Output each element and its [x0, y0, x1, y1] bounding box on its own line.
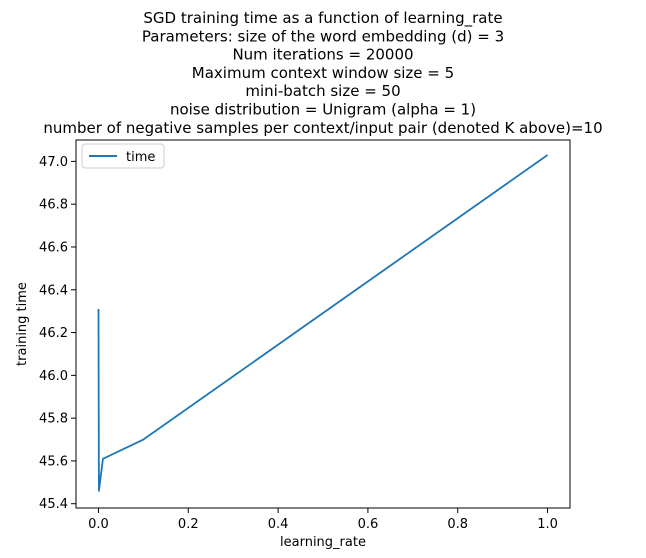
title-line-5: mini-batch size = 50: [245, 82, 400, 100]
x-tick-label: 0.0: [88, 517, 109, 532]
x-axis-label: learning_rate: [280, 535, 366, 550]
y-tick-label: 45.8: [39, 412, 68, 427]
y-tick-label: 46.8: [39, 198, 68, 213]
y-axis: 45.4 45.6 45.8 46.0 46.2 46.4 46.6 46.8 47.0: [39, 155, 76, 512]
legend-label-time: time: [126, 150, 155, 165]
plot-area: [75, 139, 571, 509]
title-line-3: Num iterations = 20000: [232, 46, 413, 64]
x-tick-label: 1.0: [537, 517, 558, 532]
x-tick-label: 0.4: [268, 517, 289, 532]
title-line-1: SGD training time as a function of learn…: [143, 9, 502, 28]
series-layer: [97, 154, 549, 492]
x-axis: 0.0 0.2 0.4 0.6 0.8 1.0: [88, 508, 558, 532]
legend: time: [81, 143, 165, 169]
x-tick-label: 0.8: [447, 517, 468, 532]
title-line-6: noise distribution = Unigram (alpha = 1): [170, 101, 476, 119]
y-tick-label: 46.0: [39, 369, 68, 384]
x-tick-label: 0.2: [178, 517, 199, 532]
y-tick-label: 45.4: [39, 497, 68, 512]
y-tick-label: 47.0: [39, 155, 68, 170]
title-line-7: number of negative samples per context/i…: [43, 119, 602, 137]
chart-title: SGD training time as a function of learn…: [43, 9, 602, 137]
series-line-time: [97, 154, 549, 492]
y-tick-label: 46.4: [39, 283, 68, 298]
x-tick-label: 0.6: [358, 517, 379, 532]
y-tick-label: 46.6: [39, 240, 68, 255]
y-tick-label: 46.2: [39, 326, 68, 341]
title-line-4: Maximum context window size = 5: [192, 64, 454, 82]
y-tick-label: 45.6: [39, 454, 68, 469]
y-axis-label: training time: [15, 282, 30, 366]
title-line-2: Parameters: size of the word embedding (…: [142, 27, 504, 45]
legend-box: [81, 143, 165, 169]
